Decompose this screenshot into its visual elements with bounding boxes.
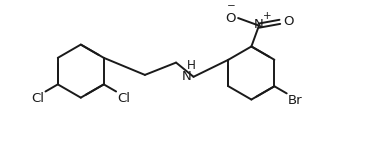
Text: O: O — [225, 12, 235, 24]
Text: Br: Br — [288, 94, 302, 107]
Text: H: H — [187, 59, 196, 72]
Text: O: O — [283, 15, 294, 28]
Text: +: + — [263, 11, 272, 21]
Text: Cl: Cl — [117, 92, 130, 105]
Text: N: N — [182, 70, 192, 83]
Text: N: N — [254, 18, 264, 31]
Text: Cl: Cl — [32, 92, 45, 105]
Text: −: − — [227, 1, 235, 11]
